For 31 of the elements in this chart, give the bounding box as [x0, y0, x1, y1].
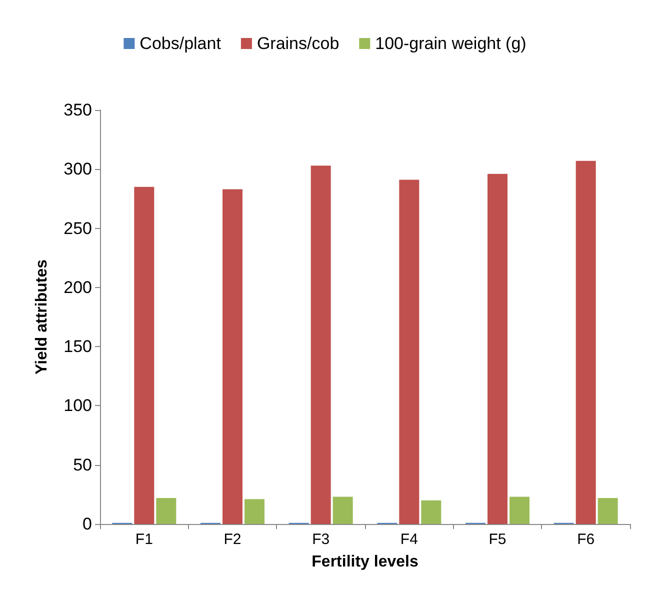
bar: [244, 499, 264, 524]
legend-label: 100-grain weight (g): [375, 34, 526, 53]
y-tick-label: 200: [64, 278, 92, 297]
x-tick-label: F2: [224, 531, 242, 548]
y-tick-label: 350: [64, 100, 92, 120]
bar: [510, 496, 530, 524]
legend-label: Grains/cob: [256, 34, 340, 53]
bar: [332, 496, 353, 524]
y-tick-label: 100: [64, 396, 92, 416]
bar: [421, 500, 442, 524]
x-tick-label: F1: [135, 531, 153, 548]
bar: [598, 498, 618, 524]
y-tick-label: 300: [64, 160, 92, 179]
legend-label: Cobs/plant: [140, 34, 222, 53]
x-tick-label: F4: [400, 531, 418, 548]
y-tick-label: 150: [64, 337, 92, 356]
y-tick-label: 250: [64, 218, 92, 238]
y-axis-title: Yield attributes: [34, 259, 50, 374]
x-tick-label: F5: [488, 531, 506, 548]
bar: [156, 498, 176, 524]
bar: [488, 174, 508, 524]
bar: [310, 166, 331, 524]
x-axis-title: Fertility levels: [312, 554, 418, 570]
bar: [222, 189, 242, 524]
y-tick-label: 0: [82, 514, 92, 534]
x-tick-label: F3: [312, 531, 330, 548]
bar: [576, 160, 596, 524]
x-tick-label: F6: [577, 531, 595, 548]
bar: [134, 186, 154, 524]
y-tick-label: 50: [73, 455, 92, 474]
bar: [399, 180, 420, 524]
